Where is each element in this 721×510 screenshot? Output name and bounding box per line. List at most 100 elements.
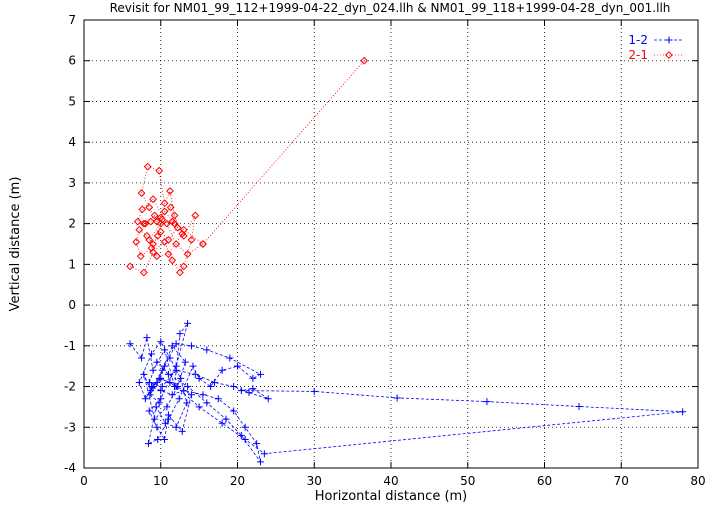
y-tick-label: 3 (68, 176, 76, 190)
legend-label: 1-2 (628, 33, 648, 47)
data-point (144, 440, 152, 448)
data-point (187, 236, 196, 244)
data-point (172, 383, 180, 391)
x-axis-label: Horizontal distance (m) (315, 489, 468, 504)
data-point (157, 387, 165, 395)
data-point (184, 319, 192, 327)
data-point (166, 187, 174, 195)
data-series (126, 56, 687, 466)
data-point (257, 370, 265, 378)
data-point (164, 250, 173, 259)
data-point (132, 238, 141, 246)
y-tick-label: 0 (68, 298, 76, 312)
data-point (245, 389, 253, 397)
chart-title: Revisit for NM01_99_112+1999-04-22_dyn_0… (110, 1, 671, 15)
data-point (393, 394, 401, 402)
data-point (176, 268, 184, 277)
y-tick-label: -4 (64, 461, 76, 475)
data-point (249, 385, 257, 393)
x-tick-label: 40 (383, 474, 398, 488)
data-point (184, 383, 192, 391)
data-point (172, 340, 180, 348)
data-point (161, 419, 169, 427)
data-point (483, 398, 491, 406)
data-point (153, 423, 161, 431)
data-point (158, 366, 166, 374)
data-point (153, 358, 161, 366)
data-point (249, 374, 257, 382)
data-point (141, 395, 149, 403)
data-point (145, 378, 153, 386)
data-point (176, 330, 184, 338)
data-point (241, 435, 249, 443)
grid (84, 20, 698, 468)
data-point (153, 217, 161, 226)
data-point (183, 250, 192, 259)
data-point (264, 395, 272, 403)
series-line (129, 60, 365, 274)
x-tick-label: 0 (80, 474, 88, 488)
data-point (160, 199, 169, 208)
x-tick-label: 80 (690, 474, 705, 488)
data-point (162, 219, 171, 228)
x-tick-label: 30 (307, 474, 322, 488)
data-point (178, 229, 187, 238)
data-point (152, 403, 160, 411)
series-2 (126, 56, 369, 277)
data-point (154, 435, 162, 443)
data-point (310, 387, 318, 395)
data-point (187, 391, 195, 399)
data-point (147, 244, 156, 252)
data-point (151, 415, 159, 423)
legend-label: 2-1 (628, 48, 648, 62)
data-point (156, 227, 165, 236)
data-point (203, 346, 211, 354)
data-point (168, 217, 177, 226)
data-point (260, 450, 268, 458)
data-point (237, 387, 245, 395)
data-point (253, 440, 261, 448)
data-point (195, 374, 203, 382)
data-point (230, 407, 238, 415)
data-point (203, 399, 211, 407)
data-point (179, 262, 188, 271)
data-point (679, 408, 687, 416)
data-point (147, 387, 155, 395)
x-tick-label: 70 (614, 474, 629, 488)
data-point (218, 419, 226, 427)
data-point (199, 240, 207, 248)
data-point (135, 378, 143, 386)
data-point (156, 219, 165, 228)
data-point (145, 407, 153, 415)
data-point (136, 252, 145, 261)
data-point (210, 378, 218, 386)
data-point (180, 387, 188, 395)
data-point (218, 366, 226, 374)
series-1 (126, 319, 687, 466)
data-point (156, 213, 165, 222)
data-point (189, 362, 197, 370)
data-point (137, 189, 146, 197)
data-point (360, 56, 369, 65)
data-point (157, 374, 165, 382)
data-point (143, 162, 152, 171)
y-tick-label: -3 (64, 420, 76, 434)
data-point (234, 362, 241, 370)
data-point (191, 211, 200, 220)
data-point (146, 391, 154, 399)
data-point (175, 395, 183, 403)
data-point (160, 207, 169, 216)
data-point (148, 350, 156, 358)
data-point (135, 225, 144, 234)
legend: 1-22-1 (628, 33, 684, 62)
y-tick-label: 2 (68, 217, 76, 231)
data-point (166, 378, 174, 386)
data-point (155, 399, 163, 407)
data-point (168, 342, 176, 350)
data-point (181, 358, 189, 366)
data-point (226, 354, 234, 362)
data-point (133, 217, 142, 226)
x-tick-label: 10 (153, 474, 168, 488)
data-point (257, 458, 265, 466)
data-point (150, 211, 159, 220)
